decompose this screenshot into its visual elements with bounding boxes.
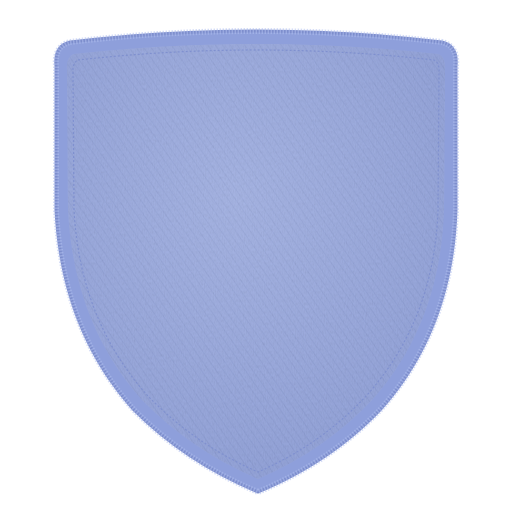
edge-satin-stitch (52, 28, 460, 496)
shield-shading (66, 44, 446, 479)
inner-stitch-line (72, 49, 440, 473)
